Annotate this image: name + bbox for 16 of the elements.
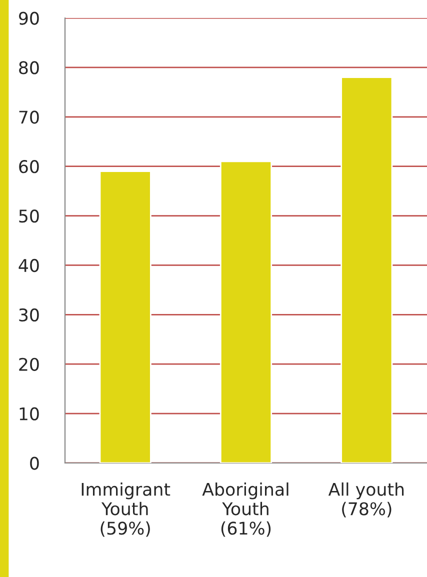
y-tick-label: 70: [19, 110, 39, 124]
y-tick-label: 40: [18, 258, 39, 272]
y-tick-label: 90: [19, 12, 39, 25]
y-tick-label: 60: [19, 160, 39, 174]
y-tick-label: 50: [19, 209, 39, 223]
x-tick-label: All youth (78%): [328, 482, 404, 518]
y-tick-label: 30: [19, 308, 39, 322]
x-tick-label: Aboriginal Youth (61%): [202, 482, 288, 537]
bar: [340, 76, 393, 463]
y-tick-label: 0: [30, 456, 39, 470]
y-tick-label: 80: [19, 61, 39, 74]
x-tick-label: Immigrant Youth (59%): [82, 482, 170, 537]
bar: [99, 170, 152, 463]
y-tick-label: 20: [19, 358, 39, 371]
y-tick-label: 10: [20, 407, 39, 420]
bar: [220, 160, 272, 463]
